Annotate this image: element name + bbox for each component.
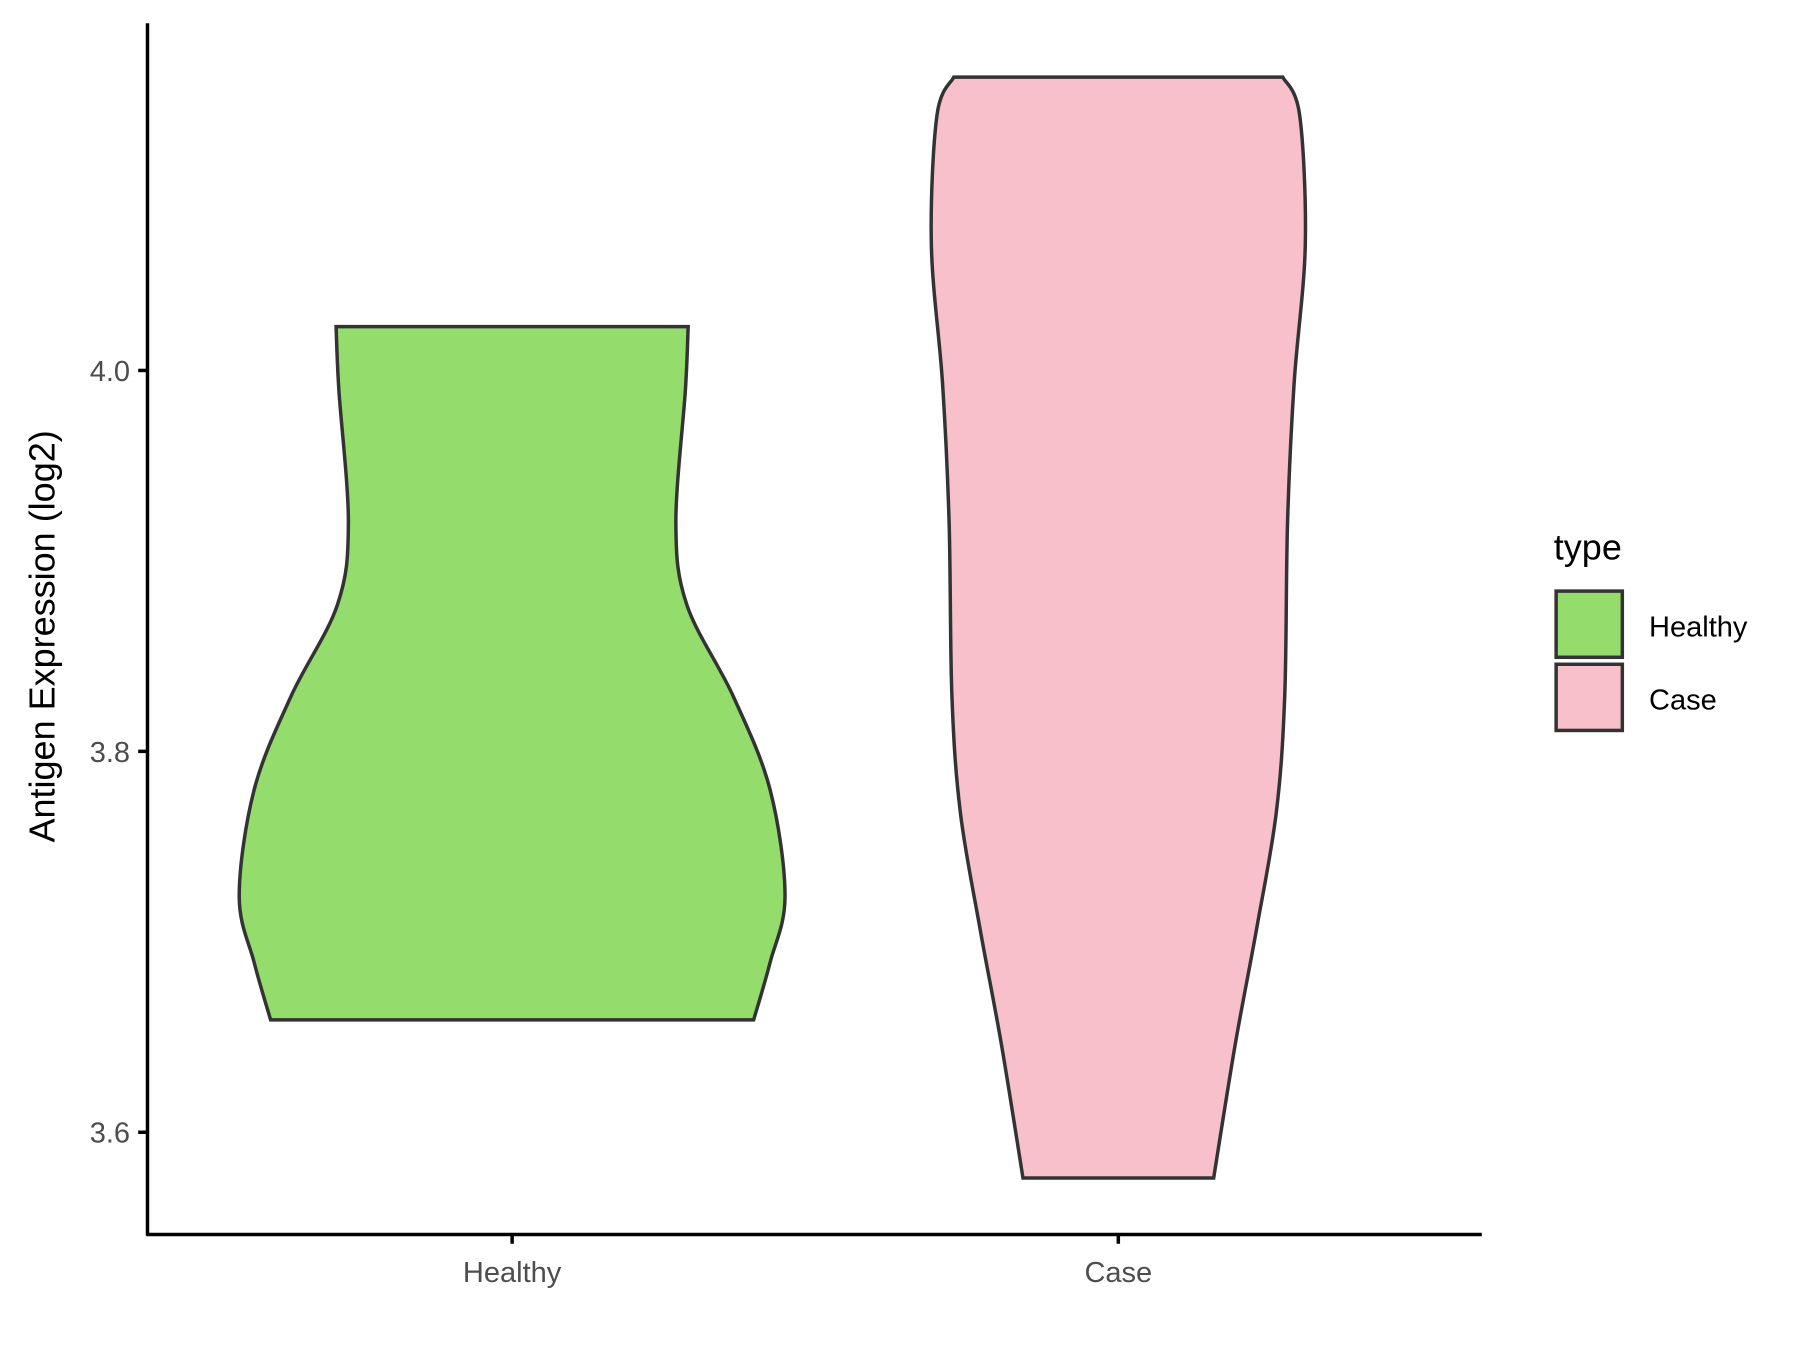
violins	[237, 75, 1308, 1180]
legend: type Healthy Case	[1554, 527, 1748, 733]
y-axis-title: Antigen Expression (log2)	[22, 430, 63, 842]
x-tick-label: Healthy	[463, 1257, 562, 1289]
violin-healthy	[237, 324, 787, 1022]
legend-label: Case	[1649, 685, 1717, 717]
legend-title: type	[1554, 527, 1622, 568]
y-ticks: 3.6 3.8 4.0	[90, 356, 148, 1150]
x-tick-label: Case	[1084, 1257, 1152, 1289]
legend-key-case	[1554, 662, 1625, 733]
violin-case	[929, 75, 1308, 1180]
legend-label: Healthy	[1649, 611, 1748, 643]
y-tick-label: 3.8	[90, 737, 130, 769]
y-tick-label: 3.6	[90, 1118, 130, 1150]
legend-key-healthy	[1554, 589, 1625, 660]
y-tick-label: 4.0	[90, 356, 130, 388]
x-ticks: Healthy Case	[463, 1234, 1152, 1289]
